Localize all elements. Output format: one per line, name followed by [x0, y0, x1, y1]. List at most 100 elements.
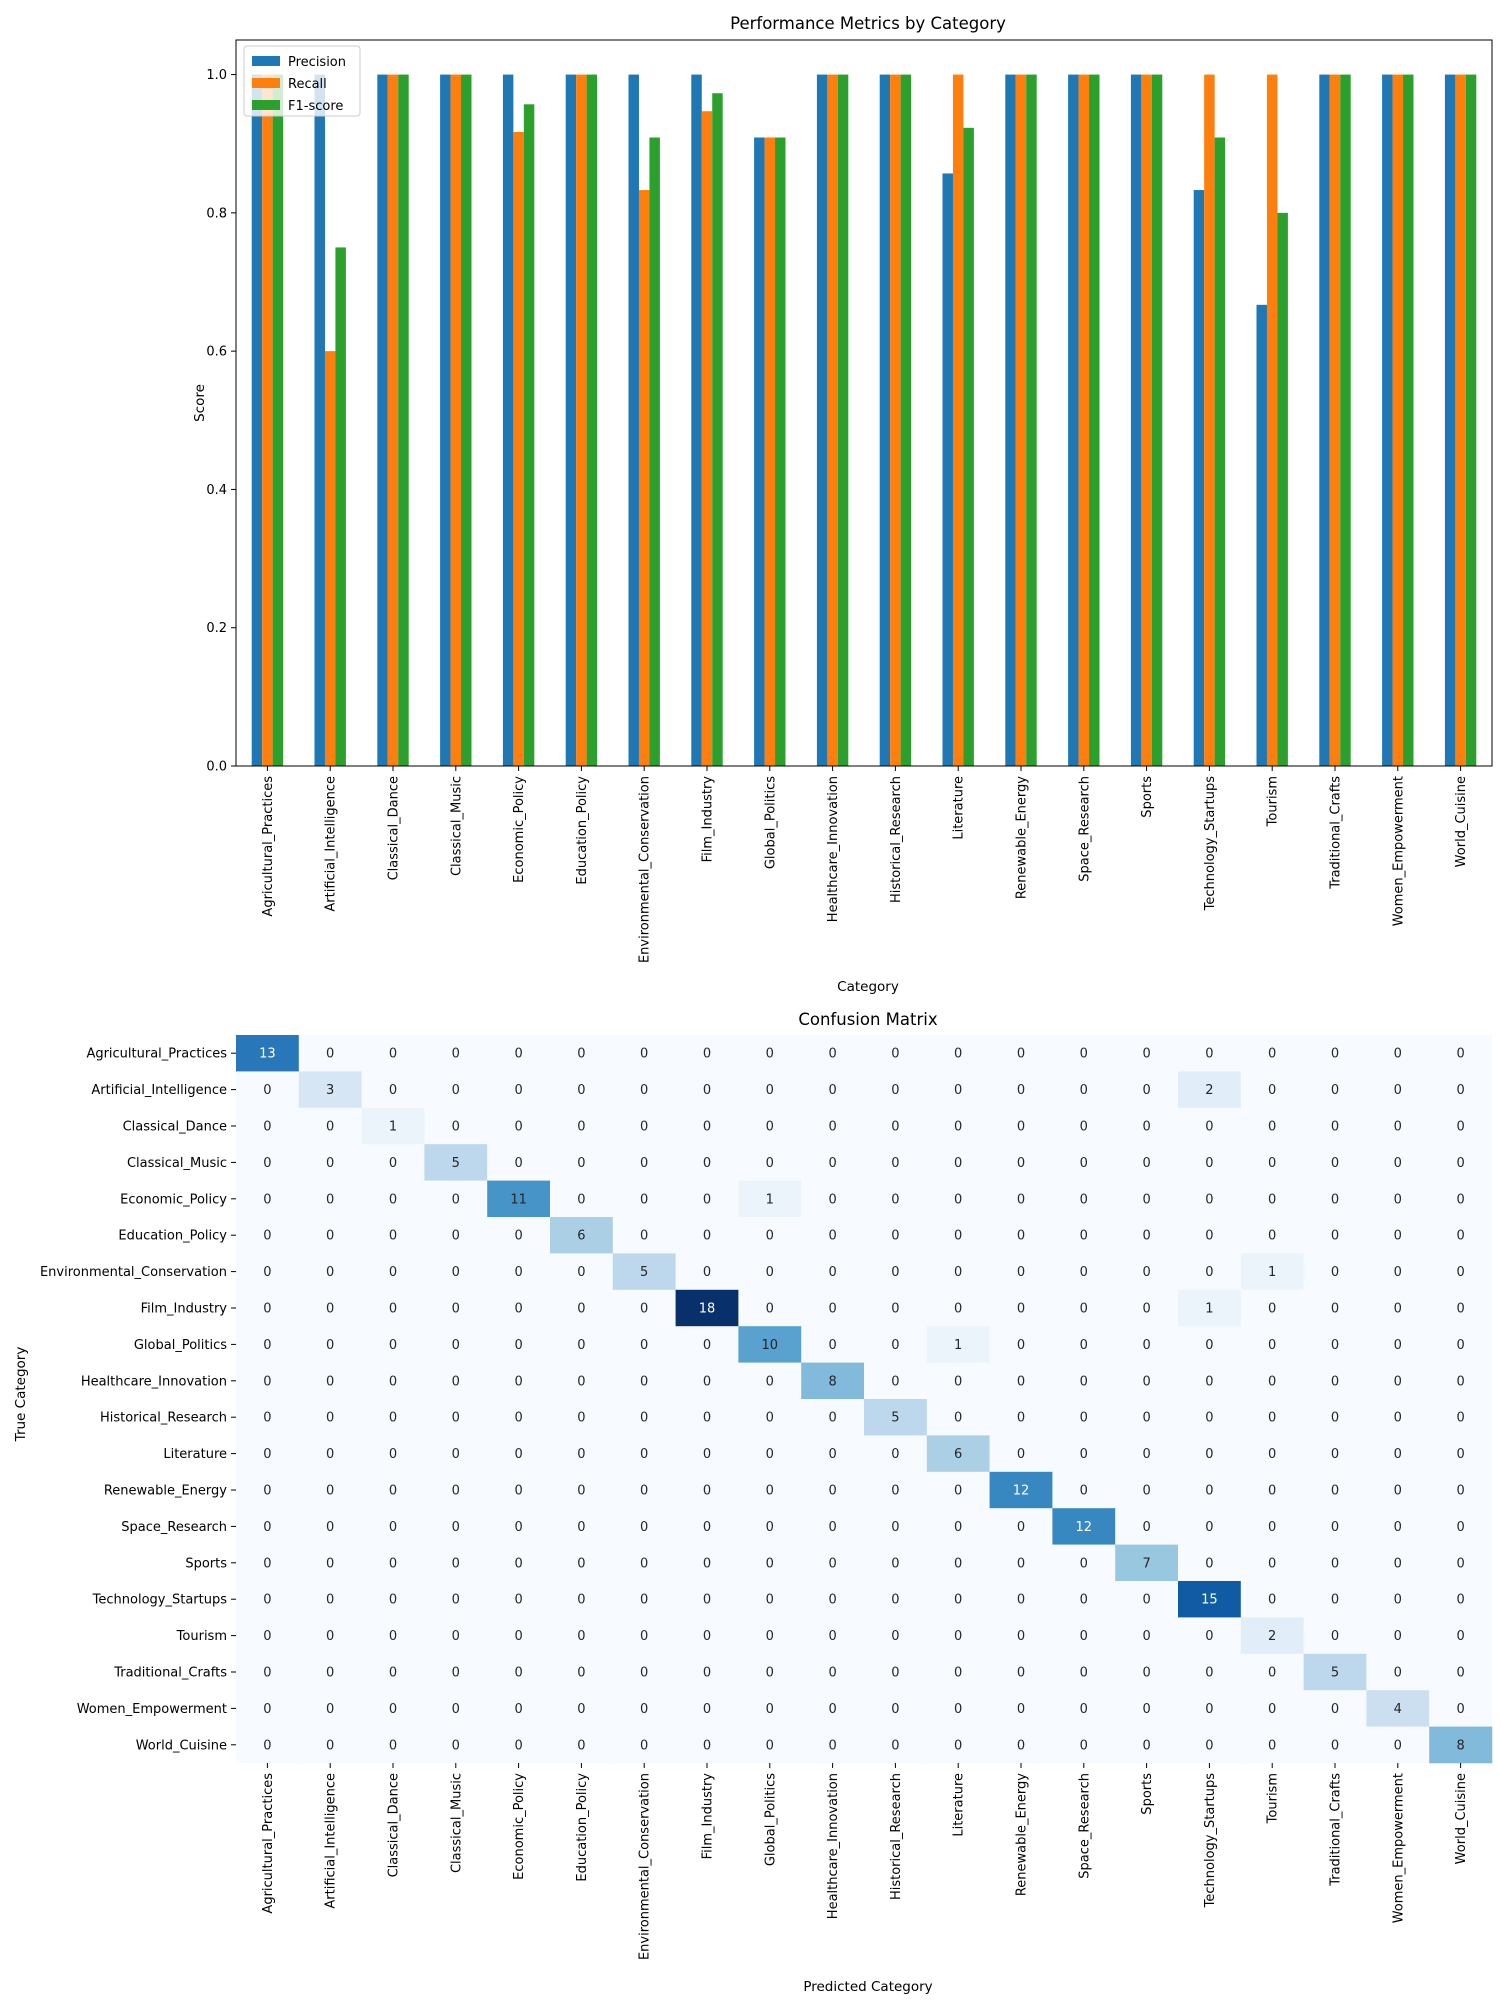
cm-y-tick-label: Environmental_Conservation	[40, 1265, 227, 1280]
cm-cell	[487, 1180, 551, 1218]
cm-cell	[989, 1471, 1053, 1509]
cm-cell-value: 0	[640, 1738, 648, 1753]
legend-swatch-recall	[252, 78, 280, 88]
cm-cell	[1115, 1289, 1179, 1327]
cm-cell	[236, 1144, 300, 1181]
cm-cell-value: 0	[1331, 1192, 1339, 1207]
cm-cell-value: 0	[1017, 1629, 1025, 1644]
cm-cell-value: 7	[1142, 1556, 1150, 1571]
cm-x-tick-label: Environmental_Conservation	[638, 1773, 653, 1960]
cm-cell	[361, 1581, 425, 1618]
cm-cell-value: 0	[389, 1374, 397, 1389]
cm-cell	[487, 1508, 551, 1545]
cm-y-tick-label: World_Cuisine	[136, 1738, 227, 1753]
cm-cell-value: 0	[1142, 1520, 1150, 1535]
bar-f1-score-healthcare-innovation	[837, 74, 849, 766]
cm-cell-value: 0	[1456, 1047, 1464, 1062]
cm-cell	[550, 1326, 614, 1363]
cm-cell	[236, 1289, 300, 1327]
cm-cell	[361, 1144, 425, 1181]
cm-cell	[675, 1581, 739, 1618]
cm-cell-value: 0	[389, 1484, 397, 1499]
cm-x-tick-label: Classical_Dance	[387, 1773, 402, 1877]
cm-cell-value: 0	[1456, 1411, 1464, 1426]
cm-cell	[1429, 1544, 1493, 1582]
cm-cell-value: 0	[1268, 1302, 1276, 1317]
bar-precision-traditional-crafts	[1319, 74, 1330, 766]
cm-cell-value: 0	[766, 1411, 774, 1426]
cm-cell	[675, 1071, 739, 1109]
cm-cell-value: 0	[828, 1447, 836, 1462]
cm-y-tick-label: Technology_Startups	[92, 1593, 228, 1608]
cm-cell-value: 0	[891, 1302, 899, 1317]
cm-cell	[801, 1362, 865, 1400]
cm-cell-value: 0	[954, 1302, 962, 1317]
cm-cell-value: 0	[1394, 1738, 1402, 1753]
cm-cell-value: 0	[703, 1083, 711, 1098]
cm-cell-value: 0	[1080, 1302, 1088, 1317]
cm-cell	[926, 1326, 990, 1363]
cm-cell	[864, 1035, 928, 1072]
cm-cell	[1303, 1035, 1367, 1072]
cm-cell	[1429, 1399, 1493, 1436]
cm-cell	[1115, 1653, 1179, 1691]
cm-cell	[1052, 1653, 1116, 1691]
bar-precision-renewable-energy	[1005, 74, 1016, 766]
cm-cell	[801, 1071, 865, 1109]
cm-cell-value: 1	[1268, 1265, 1276, 1280]
cm-cell	[1178, 1035, 1242, 1072]
cm-cell-value: 0	[1080, 1447, 1088, 1462]
cm-cell	[1178, 1471, 1242, 1509]
cm-cell-value: 0	[389, 1629, 397, 1644]
cm-cell	[1240, 1544, 1304, 1582]
cm-cell-value: 0	[891, 1265, 899, 1280]
cm-cell	[1240, 1144, 1304, 1181]
cm-cell	[550, 1180, 614, 1218]
cm-cell	[361, 1471, 425, 1509]
bar-chart-x-axis-label: Category	[837, 979, 899, 995]
cm-cell	[487, 1726, 551, 1764]
cm-cell	[236, 1471, 300, 1509]
cm-cell-value: 0	[1142, 1447, 1150, 1462]
cm-cell-value: 0	[1142, 1302, 1150, 1317]
cm-cell	[1303, 1253, 1367, 1291]
cm-cell-value: 0	[828, 1629, 836, 1644]
cm-cell	[298, 1726, 362, 1764]
cm-cell	[1429, 1289, 1493, 1327]
bar-chart-x-tick-label: World_Cuisine	[1454, 776, 1469, 867]
cm-cell-value: 0	[514, 1374, 522, 1389]
cm-y-tick-label: Traditional_Crafts	[113, 1666, 227, 1681]
bar-precision-sports	[1130, 74, 1142, 766]
bar-f1-score-women-empowerment	[1403, 74, 1414, 766]
cm-cell	[738, 1326, 802, 1363]
cm-cell-value: 0	[452, 1484, 460, 1499]
cm-cell	[738, 1471, 802, 1509]
cm-cell-value: 0	[954, 1265, 962, 1280]
cm-cell-value: 0	[577, 1629, 585, 1644]
cm-cell	[1366, 1690, 1430, 1727]
cm-cell-value: 0	[1456, 1302, 1464, 1317]
cm-cell	[1366, 1071, 1430, 1109]
cm-cell	[424, 1289, 488, 1327]
cm-cell-value: 0	[703, 1338, 711, 1353]
cm-cell	[1052, 1508, 1116, 1545]
bar-recall-film-industry	[701, 111, 713, 767]
cm-cell-value: 0	[1142, 1120, 1150, 1135]
cm-cell	[989, 1726, 1053, 1764]
bar-chart-y-tick-label: 0.0	[206, 760, 227, 775]
bar-precision-space-research	[1068, 74, 1079, 766]
cm-cell-value: 0	[766, 1447, 774, 1462]
cm-cell	[1429, 1581, 1493, 1618]
cm-cell	[989, 1217, 1053, 1254]
cm-cell-value: 0	[1205, 1374, 1213, 1389]
cm-cell	[926, 1217, 990, 1254]
cm-cell-value: 0	[514, 1229, 522, 1244]
cm-cell	[926, 1071, 990, 1109]
cm-cell	[1178, 1144, 1242, 1181]
cm-cell-value: 0	[326, 1484, 334, 1499]
cm-cell-value: 0	[514, 1047, 522, 1062]
cm-cell	[236, 1690, 300, 1727]
cm-cell	[1240, 1362, 1304, 1400]
cm-x-tick-label: Global_Politics	[763, 1773, 778, 1866]
cm-cell	[675, 1617, 739, 1655]
